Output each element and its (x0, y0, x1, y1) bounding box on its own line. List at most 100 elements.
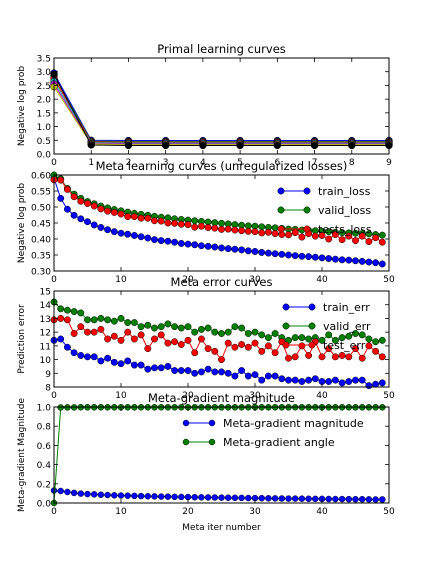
data-point (379, 496, 386, 503)
data-point (131, 492, 138, 500)
data-point (157, 237, 165, 245)
y-axis-label: Meta-gradient Magnitude (17, 398, 27, 513)
data-point (318, 232, 326, 239)
chart-panel-2: 0 10 20 30 40 500.300.350.400.450.500.550.60N… (17, 159, 395, 285)
data-point (365, 342, 373, 350)
axes-frame (53, 290, 390, 388)
chart-title: Meta learning curves (unregularized loss… (96, 159, 348, 173)
data-point (204, 345, 212, 353)
data-point (63, 343, 71, 351)
legend-marker (303, 225, 311, 233)
y-tick-label: 12 (40, 329, 51, 339)
data-point (372, 380, 380, 388)
data-point (238, 324, 246, 332)
y-tick-label: 0.35 (31, 252, 51, 262)
data-point (157, 323, 165, 331)
legend-marker (277, 187, 285, 195)
data-point (57, 314, 65, 322)
legend-marker (208, 419, 216, 427)
data-point (298, 252, 306, 260)
data-point (338, 379, 346, 387)
data-point (224, 245, 232, 253)
data-point (191, 241, 199, 249)
legend-label: test_err (323, 339, 366, 352)
data-point (318, 336, 326, 344)
series-line-1 (53, 72, 389, 142)
y-tick-label: 3.5 (37, 55, 51, 65)
data-point (258, 248, 266, 256)
data-point (97, 357, 105, 365)
data-point (224, 225, 232, 233)
data-point (157, 331, 165, 339)
data-point (338, 352, 346, 359)
data-point (305, 352, 313, 359)
data-point (345, 495, 353, 503)
data-point (184, 240, 192, 248)
x-tick-label: 5 (237, 158, 243, 168)
data-point (77, 323, 85, 331)
x-tick-label: 6 (274, 158, 280, 168)
data-point (124, 328, 132, 336)
data-point (285, 354, 292, 362)
data-point (164, 362, 172, 370)
data-point (352, 229, 359, 237)
data-point (84, 218, 91, 226)
legend-label: valid_loss (318, 204, 371, 217)
data-point (84, 490, 91, 498)
data-point (298, 495, 306, 502)
data-point (63, 185, 71, 193)
data-point (70, 211, 78, 219)
data-point (244, 372, 252, 380)
y-tick-label: 15 (40, 288, 51, 298)
x-tick-label: 50 (383, 275, 395, 285)
x-tick-label: 10 (115, 507, 127, 517)
data-point (97, 224, 105, 231)
data-point (137, 323, 145, 331)
data-point (352, 330, 359, 337)
data-point (305, 335, 313, 343)
data-point (218, 330, 225, 337)
data-point (264, 334, 272, 342)
x-tick-label: 7 (312, 158, 318, 168)
data-point (191, 223, 199, 231)
data-point (332, 495, 339, 503)
data-point (104, 316, 112, 324)
data-point (137, 214, 145, 222)
data-point (338, 229, 346, 237)
data-point (171, 238, 179, 246)
data-point (137, 331, 145, 339)
series-group (50, 298, 386, 390)
data-point (352, 376, 359, 384)
legend: train_err valid_err test_err (282, 301, 371, 352)
legend-marker (182, 419, 190, 427)
data-point (244, 330, 252, 337)
data-point (211, 328, 219, 336)
chart-panel-3: 0 10 20 30 40 50 8 9 10 11 12 13 14 15 Prediction erro… (17, 275, 395, 401)
data-point (70, 489, 78, 497)
chart-title: Meta-gradient magnitude (148, 391, 295, 405)
data-point (224, 494, 232, 501)
data-point (197, 242, 205, 250)
data-point (278, 250, 286, 258)
data-point (124, 492, 131, 499)
data-point (285, 251, 292, 259)
data-point (258, 376, 266, 384)
data-point (90, 221, 98, 229)
x-tick-label: 30 (249, 391, 261, 401)
data-point (352, 345, 359, 353)
legend-marker (182, 438, 190, 446)
data-point (130, 335, 138, 343)
data-point (164, 320, 172, 328)
data-point (90, 202, 98, 210)
data-point (372, 347, 380, 355)
data-point (285, 376, 292, 384)
data-point (117, 492, 125, 499)
legend-marker (282, 322, 290, 330)
x-tick-label: 20 (182, 391, 194, 401)
data-point (151, 217, 158, 225)
data-point (57, 487, 64, 495)
data-point (358, 376, 366, 384)
legend-marker (282, 341, 290, 349)
x-tick-label: 30 (249, 507, 261, 517)
data-point (204, 224, 212, 231)
